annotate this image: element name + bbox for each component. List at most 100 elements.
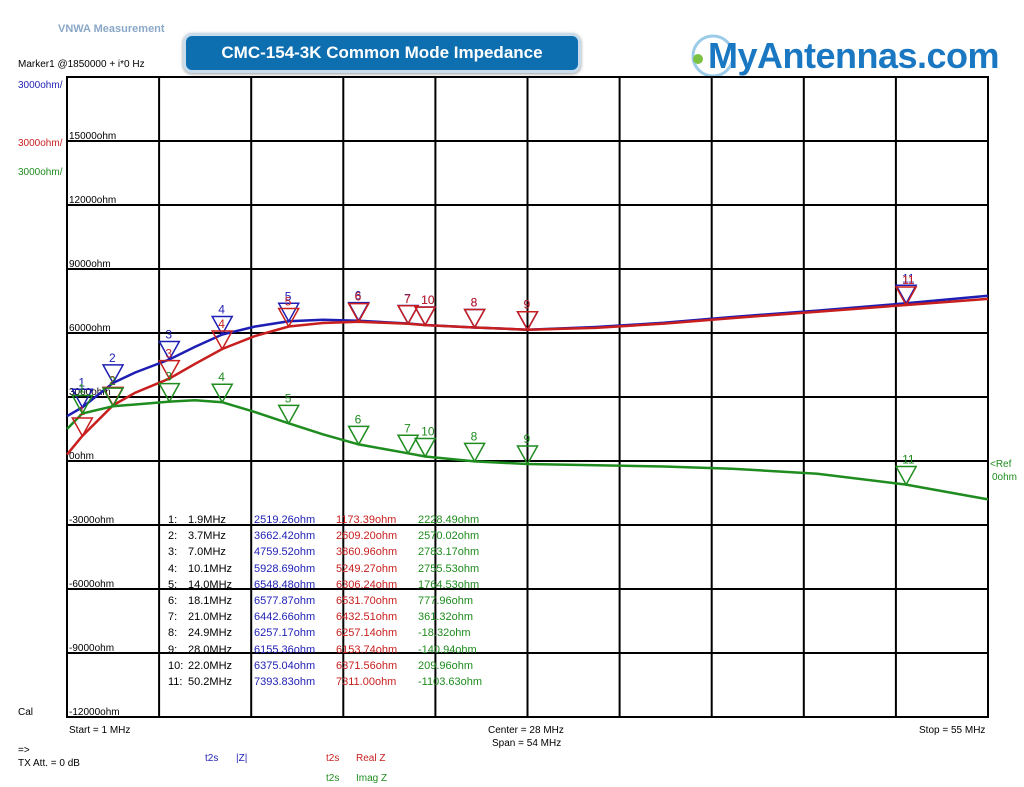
marker-cell-freq: 22.0MHz bbox=[188, 659, 233, 672]
marker-label: 5 bbox=[285, 289, 292, 303]
marker-cell-id: 3: bbox=[168, 546, 178, 559]
marker-triangle bbox=[277, 307, 300, 329]
brand-name: MyAntennas.com bbox=[708, 35, 1000, 76]
marker-triangle bbox=[158, 359, 181, 381]
marker-label: 3 bbox=[165, 347, 172, 361]
marker-cell-z: 6257.17ohm bbox=[254, 627, 316, 640]
marker-cell-im: 2783.17ohm bbox=[418, 546, 480, 559]
marker-label: 11 bbox=[902, 273, 915, 287]
marker-label: 2 bbox=[109, 351, 116, 365]
marker-label: 10 bbox=[421, 425, 435, 439]
y-tick-label: 0ohm bbox=[69, 451, 94, 462]
marker-cell-freq: 50.2MHz bbox=[188, 676, 233, 688]
marker-triangle bbox=[101, 387, 125, 408]
marker-cell-z: 3662.42ohm bbox=[254, 530, 316, 543]
marker-cell-z: 6375.04ohm bbox=[254, 659, 316, 672]
legend-trace-real: t2s bbox=[326, 753, 340, 764]
marker-cell-re: 3860.96ohm bbox=[336, 546, 398, 559]
marker-label: 8 bbox=[471, 296, 478, 310]
marker-cell-id: 9: bbox=[168, 643, 178, 656]
marker-triangle bbox=[101, 364, 125, 385]
marker-triangle bbox=[210, 315, 234, 337]
marker-cell-freq: 14.0MHz bbox=[188, 578, 233, 591]
marker-label: 9 bbox=[524, 298, 531, 312]
marker-triangle bbox=[347, 425, 370, 446]
marker-triangle bbox=[516, 310, 539, 332]
marker-triangle bbox=[347, 302, 370, 324]
y-tick-label: 9000ohm bbox=[69, 259, 111, 270]
marker-triangle bbox=[413, 306, 437, 327]
marker-triangle bbox=[71, 388, 94, 409]
arrow-label: => bbox=[18, 745, 30, 756]
marker-cell-im: -1103.63ohm bbox=[418, 676, 483, 688]
marker-label: 9 bbox=[524, 298, 531, 312]
marker-label: 3 bbox=[165, 370, 172, 384]
marker-info: Marker1 @1850000 + i*0 Hz bbox=[18, 59, 145, 70]
marker-cell-freq: 18.1MHz bbox=[188, 595, 233, 607]
chart-title-banner: CMC-154-3K Common Mode Impedance bbox=[183, 33, 581, 73]
marker-triangle bbox=[71, 394, 94, 416]
marker-label: 1 bbox=[78, 375, 85, 389]
marker-label: 6 bbox=[355, 412, 362, 426]
marker-cell-im: 777.96ohm bbox=[418, 595, 474, 607]
legend-trace-imag: t2s bbox=[326, 773, 340, 784]
marker-cell-z: 5928.69ohm bbox=[254, 562, 316, 575]
marker-cell-re: 1173.39ohm bbox=[336, 514, 397, 526]
span-label: Span = 54 MHz bbox=[492, 738, 562, 749]
marker-cell-freq: 21.0MHz bbox=[188, 611, 233, 624]
marker-label: 6 bbox=[355, 289, 362, 303]
marker-triangle bbox=[516, 445, 539, 466]
marker-triangle bbox=[463, 308, 486, 330]
marker-label: 7 bbox=[404, 292, 411, 306]
marker-triangle bbox=[463, 308, 486, 330]
marker-cell-id: 11: bbox=[168, 676, 183, 688]
marker-cell-id: 7: bbox=[168, 611, 178, 624]
marker-cell-id: 8: bbox=[168, 627, 178, 640]
marker-label: 7 bbox=[404, 421, 411, 435]
scale-green: 3000ohm/ bbox=[18, 167, 63, 178]
marker-label: 6 bbox=[355, 290, 362, 304]
marker-label: 7 bbox=[404, 292, 411, 306]
marker-triangle bbox=[158, 340, 181, 361]
legend-label-imag: Imag Z bbox=[356, 773, 388, 784]
marker-cell-id: 1: bbox=[168, 514, 178, 526]
marker-triangle bbox=[463, 442, 486, 463]
marker-triangle bbox=[210, 383, 234, 404]
marker-triangle bbox=[277, 404, 300, 425]
marker-cell-re: 6257.14ohm bbox=[336, 627, 398, 640]
marker-triangle bbox=[396, 305, 420, 326]
scale-blue: 3000ohm/ bbox=[18, 80, 63, 91]
center-label: Center = 28 MHz bbox=[488, 725, 564, 736]
y-tick-label: -6000ohm bbox=[69, 579, 114, 590]
marker-cell-z: 6577.87ohm bbox=[254, 595, 316, 607]
legend-label-real: Real Z bbox=[356, 753, 386, 764]
marker-cell-im: 361.32ohm bbox=[418, 611, 474, 624]
marker-triangle bbox=[894, 284, 918, 305]
marker-label: 4 bbox=[218, 317, 225, 331]
marker-cell-re: 6153.74ohm bbox=[336, 643, 398, 656]
legend-trace-z: t2s bbox=[205, 753, 219, 764]
tx-att-label: TX Att. = 0 dB bbox=[18, 758, 80, 769]
marker-triangle bbox=[413, 437, 437, 459]
marker-label: 2 bbox=[109, 373, 116, 387]
marker-cell-id: 10: bbox=[168, 659, 184, 672]
marker-label: 3 bbox=[165, 327, 172, 341]
y-tick-label: -3000ohm bbox=[69, 515, 114, 526]
marker-cell-id: 2: bbox=[168, 530, 178, 543]
marker-cell-id: 5: bbox=[168, 578, 178, 591]
marker-label: 1 bbox=[78, 381, 85, 395]
marker-cell-im: -140.94ohm bbox=[418, 643, 477, 656]
y-tick-label: -9000ohm bbox=[69, 643, 114, 654]
marker-cell-freq: 7.0MHz bbox=[188, 546, 226, 559]
marker-label: 5 bbox=[285, 391, 292, 405]
marker-cell-id: 6: bbox=[168, 595, 178, 607]
marker-label: 5 bbox=[285, 294, 292, 308]
marker-cell-freq: 28.0MHz bbox=[188, 643, 233, 656]
marker-label: 1 bbox=[78, 404, 85, 418]
marker-label: 11 bbox=[902, 271, 915, 285]
marker-triangle bbox=[894, 286, 918, 307]
marker-cell-re: 6306.24ohm bbox=[336, 578, 398, 591]
stop-label: Stop = 55 MHz bbox=[919, 725, 986, 736]
y-tick-label: -12000ohm bbox=[69, 707, 120, 718]
